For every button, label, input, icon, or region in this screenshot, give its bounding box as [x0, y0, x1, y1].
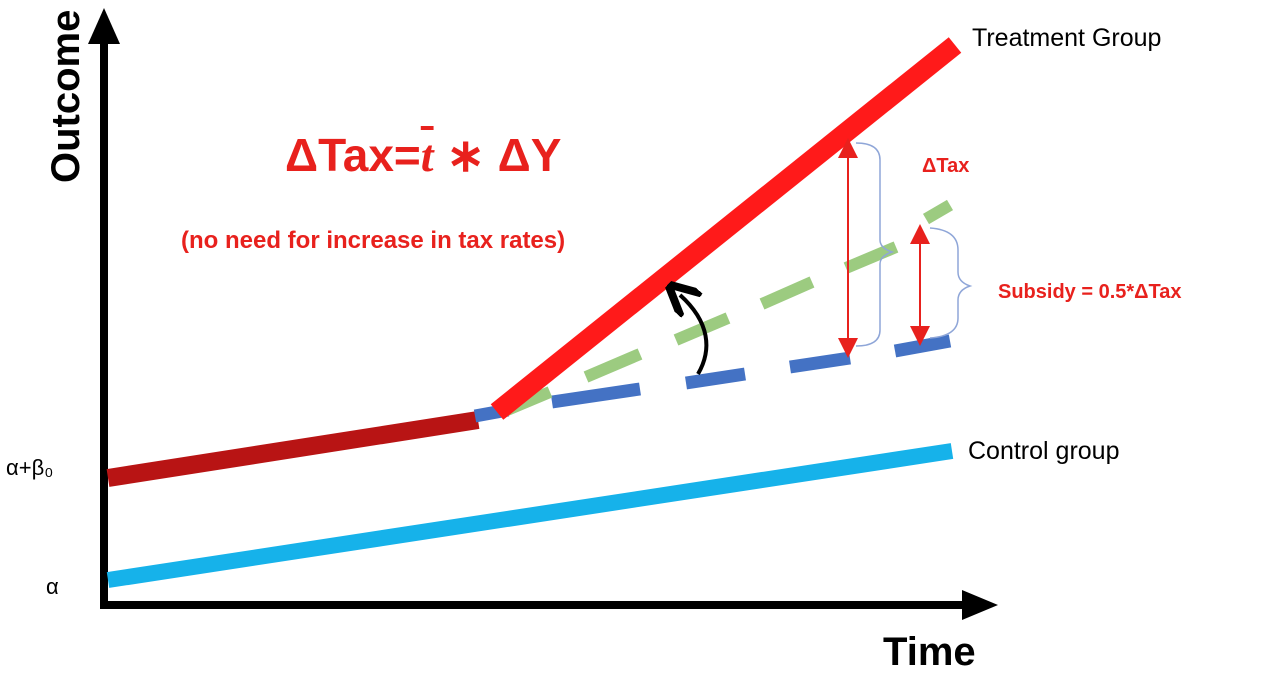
y-axis-arrow [88, 8, 120, 44]
formula-prefix: ΔTax= [285, 129, 421, 181]
curved-arrow-icon [680, 295, 709, 376]
y-tick-alpha-beta: α+β₀ [6, 455, 54, 480]
formula-rest: ∗ ΔY [433, 129, 562, 181]
delta-tax-brace [855, 142, 895, 347]
treatment-pre-line [106, 411, 480, 487]
treatment-post-line [490, 37, 962, 420]
counterfactual-dashed-line [473, 334, 952, 423]
x-axis-arrow [962, 590, 998, 620]
subsidy-label: Subsidy = 0.5*ΔTax [998, 281, 1182, 303]
treatment-group-label: Treatment Group [972, 24, 1162, 52]
formula: ΔTax=t ∗ ΔY [285, 128, 561, 182]
control-group-label: Control group [968, 437, 1120, 465]
control-group-line [106, 443, 954, 588]
subsidy-brace [929, 227, 973, 339]
tax-rate-note: (no need for increase in tax rates) [181, 227, 566, 254]
formula-t-bar: t [420, 130, 434, 181]
delta-tax-label: ΔTax [922, 155, 970, 177]
y-tick-alpha: α [46, 574, 59, 599]
x-axis-title: Time [883, 630, 976, 674]
y-axis-title: Outcome [44, 9, 88, 183]
